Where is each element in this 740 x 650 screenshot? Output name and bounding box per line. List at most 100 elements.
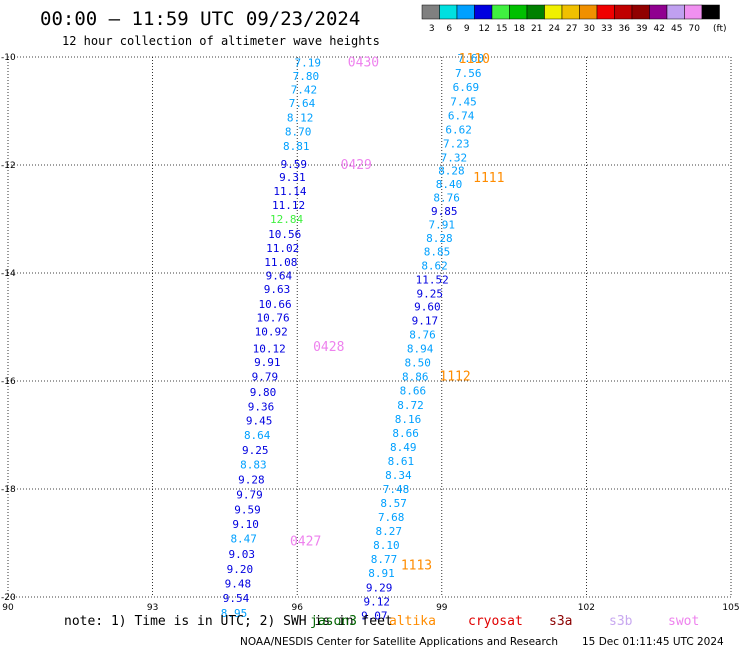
colorbar-swatch [439,4,458,20]
satellite-name: s3b [609,614,633,629]
wave-height-label: 9.85 [431,205,458,218]
wave-height-label: 7.60 [457,52,484,65]
wave-height-label: 9.10 [232,518,259,531]
colorbar-swatch [421,4,440,20]
gridlines [8,57,731,597]
wave-height-label: 8.12 [287,111,314,124]
wave-height-label: 8.95 [221,607,248,620]
colorbar: 3 6 9 12 15 18 21 24 27 30 33 36 39 42 45 70 [421,4,720,34]
wave-height-label: 7.45 [450,95,477,108]
colorbar-swatch [456,4,475,20]
y-tick-label: -18 [1,485,16,495]
colorbar-label: 12 [479,24,490,34]
wave-height-label: 10.56 [268,228,301,241]
wave-height-label: 8.72 [397,399,424,412]
wave-height-label: 12.84 [270,213,303,226]
colorbar-swatch [491,4,510,20]
wave-height-label: 11.02 [266,242,299,255]
wave-height-label: 8.28 [426,232,453,245]
credit: NOAA/NESDIS Center for Satellite Applica… [240,636,558,648]
wave-height-label: 8.64 [244,429,271,442]
y-tick-label: -14 [1,269,16,279]
wave-height-label: 9.79 [252,371,279,384]
wave-height-label: 10.66 [258,298,291,311]
wave-height-label: 8.57 [380,497,407,510]
colorbar-label: 36 [619,24,631,34]
wave-height-label: 7.32 [441,151,468,164]
x-tick-label: 93 [147,603,158,613]
x-tick-label: 99 [436,603,448,613]
colorbar-label: 70 [689,24,701,34]
colorbar-label: 9 [464,24,470,34]
colorbar-label: 45 [671,24,682,34]
wave-height-label: 8.76 [409,329,436,342]
wave-height-label: 9.54 [223,592,250,605]
colorbar-label: 21 [531,24,542,34]
wave-height-label: 8.83 [240,459,267,472]
colorbar-label: 27 [566,24,577,34]
satellite-legend: jason3 altika cryosat s3a s3b swot [310,614,699,629]
wave-height-label: 7.23 [443,137,470,150]
wave-height-label: 8.40 [436,178,463,191]
wave-height-label: 6.74 [448,109,475,122]
wave-height-label: 8.81 [283,140,310,153]
wave-height-label: 11.12 [272,199,305,212]
colorbar-label: 6 [446,24,452,34]
wave-height-label: 8.47 [230,533,257,546]
pass-time-label: 1111 [473,171,504,186]
colorbar-label: 24 [549,24,561,34]
wave-height-label: 9.17 [412,315,439,328]
wave-height-label: 8.62 [421,259,448,272]
chart-subtitle: 12 hour collection of altimeter wave hei… [62,34,380,48]
colorbar-swatch [684,4,703,20]
wave-height-label: 7.48 [383,483,410,496]
pass-time-label: 1110 [459,52,490,67]
wave-height-label: 9.07 [361,609,388,622]
satellite-name: jason3 [310,614,357,629]
wave-height-label: 9.20 [227,563,254,576]
x-tick-label: 96 [291,603,303,613]
wave-height-label: 9.59 [234,504,261,517]
wave-height-label: 7.91 [429,218,456,231]
x-tick-label: 105 [722,603,739,613]
wave-height-label: 11.14 [273,185,306,198]
satellite-name: cryosat [468,614,523,629]
wave-height-label: 9.45 [246,414,273,427]
wave-height-label: 8.66 [392,427,419,440]
colorbar-swatch [561,4,580,20]
colorbar-swatch [701,4,720,20]
wave-height-label: 6.69 [453,81,480,94]
wave-height-label: 6.62 [445,123,472,136]
wave-height-label: 11.08 [264,256,297,269]
wave-height-label: 9.25 [417,288,444,301]
wave-height-label: 9.63 [264,283,291,296]
colorbar-swatch [579,4,598,20]
colorbar-label: 42 [654,24,665,34]
colorbar-unit: (ft) [713,24,727,34]
pass-time-label: 1113 [401,559,432,574]
wave-height-label: 7.56 [455,67,482,80]
wave-height-label: 8.28 [438,164,465,177]
wave-height-label: 7.68 [378,511,405,524]
pass-time-label: 0429 [341,158,372,173]
wave-height-label: 10.92 [255,325,288,338]
plot-frame [7,56,732,598]
colorbar-label: 15 [496,24,507,34]
colorbar-swatch [666,4,685,20]
colorbar-swatch [544,4,563,20]
wave-height-label: 7.42 [291,83,318,96]
x-tick-labels: 90 93 96 99 102 105 [2,603,739,613]
wave-height-label: 8.61 [388,455,415,468]
pass-time-label: 0430 [348,55,379,70]
satellite-name: s3a [549,614,572,629]
wave-height-label: 9.79 [236,488,263,501]
wave-height-label: 9.03 [229,548,256,561]
satellite-name: altika [389,614,436,629]
y-tick-label: -20 [1,593,16,603]
pass-time-label: 0428 [313,340,344,355]
satellite-name: swot [668,614,699,629]
colorbar-label: 39 [636,24,648,34]
wave-height-label: 8.76 [433,191,460,204]
x-tick-label: 102 [578,603,595,613]
